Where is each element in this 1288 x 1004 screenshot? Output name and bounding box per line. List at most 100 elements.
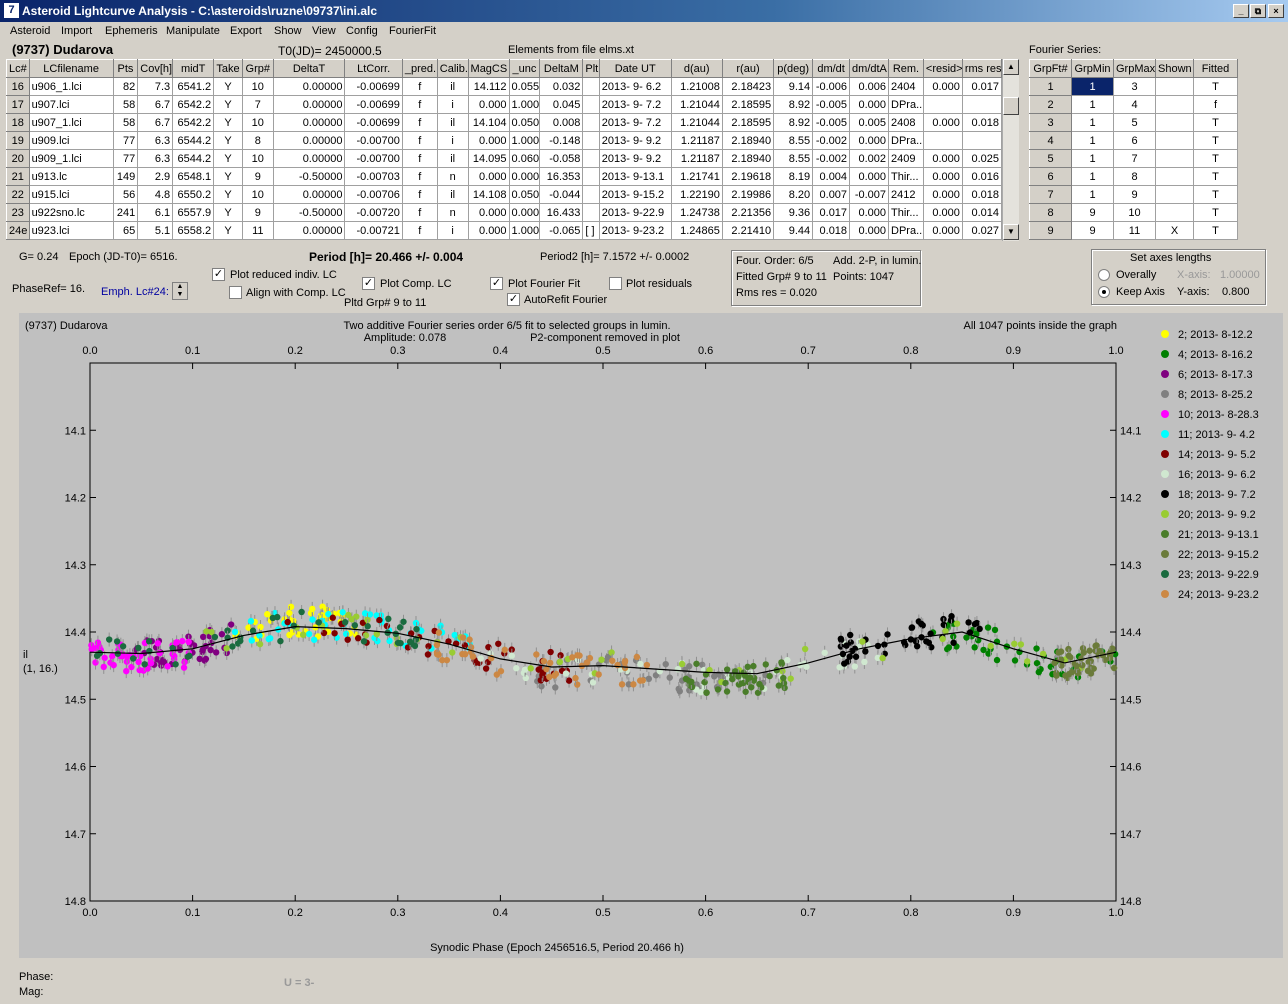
table-cell[interactable]: 21 xyxy=(6,167,30,186)
fourier-cell[interactable]: 3 xyxy=(1029,113,1072,132)
table-cell[interactable]: Y xyxy=(213,77,243,96)
table-cell[interactable]: 0.00000 xyxy=(272,185,346,204)
table-row[interactable]: 23 u922sno.lc 241 6.1 6557.9 Y 9 -0.50000 -0.007… xyxy=(6,203,1003,222)
table-cell[interactable]: 9 xyxy=(241,167,274,186)
table-cell[interactable]: f xyxy=(401,167,438,186)
table-cell[interactable]: u909_1.lci xyxy=(28,149,114,168)
table-cell[interactable]: 0.018 xyxy=(812,221,851,240)
table-cell[interactable]: 1.24738 xyxy=(670,203,723,222)
table-cell[interactable]: f xyxy=(401,113,438,132)
table-cell[interactable]: 1.22190 xyxy=(670,185,723,204)
table-cell[interactable]: 1.21044 xyxy=(670,113,723,132)
table-cell[interactable]: 0.000 xyxy=(922,77,963,96)
table-cell[interactable]: -0.00706 xyxy=(344,185,403,204)
table-cell[interactable]: 0.017 xyxy=(812,203,851,222)
table-cell[interactable]: 16 xyxy=(6,77,30,96)
table-cell[interactable]: -0.00721 xyxy=(344,221,403,240)
table-cell[interactable]: 18 xyxy=(6,113,30,132)
table-cell[interactable]: 2013- 9-15.2 xyxy=(598,185,672,204)
fourier-cell[interactable] xyxy=(1155,95,1194,114)
fourier-column-header[interactable]: Shown xyxy=(1155,59,1194,78)
menu-manipulate[interactable]: Manipulate xyxy=(166,25,220,37)
table-cell[interactable] xyxy=(582,77,600,96)
table-cell[interactable]: 9.36 xyxy=(773,203,814,222)
table-row[interactable]: 22 u915.lci 56 4.8 6550.2 Y 10 0.00000 -0.00706 f… xyxy=(6,185,1003,204)
table-cell[interactable]: 0.00000 xyxy=(272,131,346,150)
table-cell[interactable]: i xyxy=(436,95,469,114)
table-cell[interactable]: 2.18595 xyxy=(721,113,775,132)
fourier-cell[interactable]: X xyxy=(1155,221,1194,240)
table-cell[interactable]: 16.433 xyxy=(539,203,584,222)
lightcurve-chart[interactable]: (9737) Dudarova Two additive Fourier ser… xyxy=(19,313,1283,958)
table-cell[interactable]: 0.045 xyxy=(539,95,584,114)
table-cell[interactable]: 82 xyxy=(112,77,139,96)
fourier-cell[interactable]: T xyxy=(1193,221,1238,240)
table-cell[interactable]: 2.18940 xyxy=(721,131,775,150)
table-cell[interactable]: u915.lci xyxy=(28,185,114,204)
table-cell[interactable]: 0.000 xyxy=(467,95,510,114)
table-cell[interactable]: 10 xyxy=(241,185,274,204)
table-cell[interactable]: -0.065 xyxy=(539,221,584,240)
table-cell[interactable]: Y xyxy=(213,131,243,150)
menu-config[interactable]: Config xyxy=(346,25,378,37)
column-header[interactable]: Grp# xyxy=(241,59,274,78)
table-cell[interactable]: 0.027 xyxy=(961,221,1003,240)
table-cell[interactable]: u922sno.lc xyxy=(28,203,114,222)
table-cell[interactable]: 8.55 xyxy=(773,149,814,168)
table-cell[interactable]: 2408 xyxy=(888,113,924,132)
fourier-cell[interactable]: 10 xyxy=(1113,203,1156,222)
table-cell[interactable]: 2.18940 xyxy=(721,149,775,168)
fourier-cell[interactable] xyxy=(1155,113,1194,132)
table-cell[interactable]: 2.21410 xyxy=(721,221,775,240)
table-cell[interactable]: 1.000 xyxy=(508,131,541,150)
table-cell[interactable]: 0.055 xyxy=(508,77,541,96)
table-row[interactable]: 24e u923.lci 65 5.1 6558.2 Y 11 0.00000 -0.00721… xyxy=(6,221,1003,240)
table-cell[interactable]: 0.032 xyxy=(539,77,584,96)
column-header[interactable]: Pts xyxy=(112,59,139,78)
table-cell[interactable]: 2013- 9-13.1 xyxy=(598,167,672,186)
table-cell[interactable]: -0.00700 xyxy=(344,149,403,168)
fourier-cell[interactable] xyxy=(1155,203,1194,222)
menu-view[interactable]: View xyxy=(312,25,336,37)
fourier-cell[interactable]: T xyxy=(1193,77,1238,96)
autorefit-checkbox[interactable]: ✓ xyxy=(507,293,520,306)
column-header[interactable]: r(au) xyxy=(721,59,775,78)
table-cell[interactable] xyxy=(582,185,600,204)
table-cell[interactable]: 14.095 xyxy=(467,149,510,168)
column-header[interactable]: d(au) xyxy=(670,59,723,78)
restore-button[interactable]: ⧉ xyxy=(1250,4,1266,18)
table-cell[interactable]: 8 xyxy=(241,131,274,150)
table-cell[interactable]: 14.112 xyxy=(467,77,510,96)
table-cell[interactable]: 16.353 xyxy=(539,167,584,186)
table-cell[interactable]: 6550.2 xyxy=(172,185,215,204)
table-cell[interactable]: Y xyxy=(213,221,243,240)
table-cell[interactable]: 2013- 9- 7.2 xyxy=(598,95,672,114)
fourier-cell[interactable] xyxy=(1155,167,1194,186)
table-cell[interactable]: -0.50000 xyxy=(272,203,346,222)
fourier-cell[interactable]: T xyxy=(1193,203,1238,222)
table-cell[interactable]: f xyxy=(401,131,438,150)
fourier-cell[interactable]: 7 xyxy=(1029,185,1072,204)
fourier-cell[interactable]: 6 xyxy=(1029,167,1072,186)
column-header[interactable]: DeltaT xyxy=(272,59,346,78)
table-cell[interactable]: 20 xyxy=(6,149,30,168)
table-cell[interactable]: DPra... xyxy=(888,131,924,150)
table-cell[interactable]: -0.50000 xyxy=(272,167,346,186)
table-cell[interactable]: 1.24865 xyxy=(670,221,723,240)
fourier-cell[interactable]: 1 xyxy=(1071,185,1114,204)
table-cell[interactable]: 0.000 xyxy=(922,113,963,132)
table-cell[interactable]: 0.000 xyxy=(467,167,510,186)
column-header[interactable]: LCfilename xyxy=(28,59,114,78)
table-cell[interactable]: -0.00720 xyxy=(344,203,403,222)
table-row[interactable]: 16 u906_1.lci 82 7.3 6541.2 Y 10 0.00000 -0.0069… xyxy=(6,77,1003,96)
table-cell[interactable]: 0.000 xyxy=(849,95,890,114)
table-cell[interactable] xyxy=(582,167,600,186)
fourier-cell[interactable]: 9 xyxy=(1113,185,1156,204)
table-row[interactable]: 18 u907_1.lci 58 6.7 6542.2 Y 10 0.00000 -0.0069… xyxy=(6,113,1003,132)
table-cell[interactable]: u907_1.lci xyxy=(28,113,114,132)
table-cell[interactable]: 0.025 xyxy=(961,149,1003,168)
table-cell[interactable]: 2.21356 xyxy=(721,203,775,222)
